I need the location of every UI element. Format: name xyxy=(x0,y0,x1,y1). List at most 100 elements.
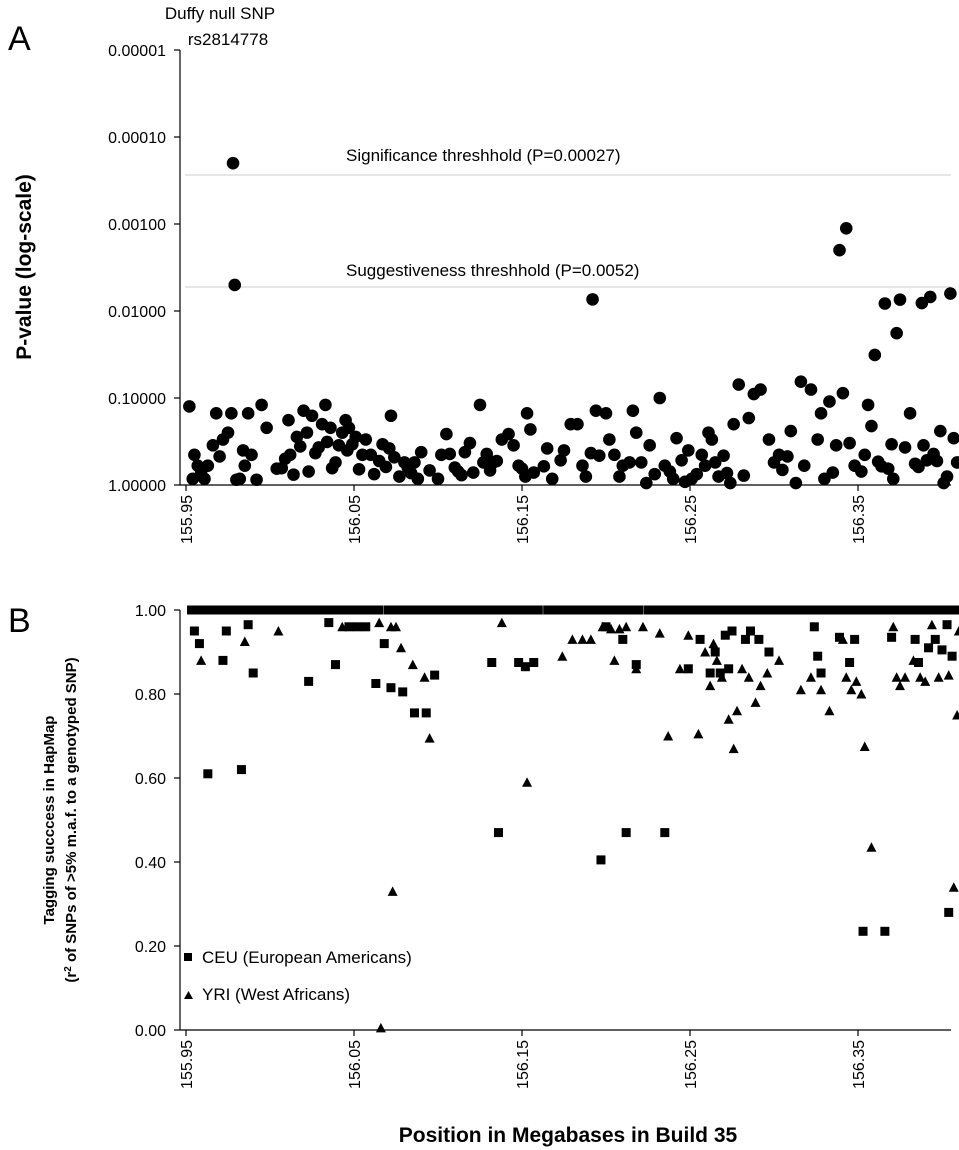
ceu-point xyxy=(379,639,389,649)
yri-point xyxy=(674,663,685,674)
yri-point xyxy=(805,672,816,682)
yri-point xyxy=(824,705,835,716)
data-point xyxy=(898,441,912,454)
ceu-point xyxy=(887,632,897,642)
ceu-point xyxy=(809,622,819,632)
ceu-point xyxy=(924,643,934,653)
data-point xyxy=(367,467,381,481)
data-point xyxy=(754,383,767,396)
ceu-point xyxy=(850,634,860,644)
data-point xyxy=(537,460,551,473)
yri-point xyxy=(755,680,766,691)
ceu-point xyxy=(913,658,923,667)
legend-yri-label: YRI (West Africans) xyxy=(202,985,350,1004)
data-point xyxy=(720,466,734,480)
data-point xyxy=(829,439,843,452)
data-point xyxy=(557,444,571,457)
data-point xyxy=(634,456,648,469)
yri-point xyxy=(387,886,398,896)
x-axis-title: Position in Megabases in Build 35 xyxy=(399,1124,738,1147)
data-point xyxy=(861,398,875,412)
ceu-point xyxy=(324,618,334,628)
data-point xyxy=(858,448,872,462)
data-point xyxy=(455,468,468,482)
data-point xyxy=(717,449,730,462)
ceu-point xyxy=(421,708,431,718)
y-tick-label: 0.01000 xyxy=(108,304,166,321)
ceu-point xyxy=(942,620,952,630)
data-point xyxy=(912,460,925,474)
data-point xyxy=(586,293,599,306)
data-point xyxy=(228,278,242,292)
data-point xyxy=(226,156,240,170)
yri-point xyxy=(908,655,919,665)
ceu-point xyxy=(845,658,855,667)
x-tick-label: 156.25 xyxy=(683,1040,700,1089)
data-point xyxy=(576,459,589,472)
yri-point xyxy=(637,621,648,632)
yri-point xyxy=(816,684,827,695)
data-point xyxy=(934,424,947,438)
r2-suffix: of SNPs of >5% m.a.f. to a genotyped SNP… xyxy=(63,657,80,966)
yri-point xyxy=(841,672,852,682)
data-point xyxy=(213,450,226,463)
data-point xyxy=(690,467,704,481)
data-point xyxy=(241,407,255,420)
yri-point xyxy=(723,714,734,724)
top-band-segment xyxy=(296,605,384,615)
panel-b-y-axis-title-line1: Tagging succcess in HapMap xyxy=(41,716,58,925)
data-point xyxy=(320,435,334,449)
ceu-point xyxy=(880,926,890,936)
data-point xyxy=(238,459,252,472)
duffy-snp-label-line1: Duffy null SNP xyxy=(165,4,275,23)
yri-point xyxy=(705,680,716,691)
data-point xyxy=(608,448,621,462)
ceu-point xyxy=(754,634,764,644)
data-point xyxy=(940,470,954,483)
data-point xyxy=(675,453,688,467)
data-point xyxy=(626,404,640,418)
y-tick-label: 1.00 xyxy=(135,603,166,620)
data-point xyxy=(282,413,295,427)
ceu-point xyxy=(710,647,720,657)
data-point xyxy=(886,472,900,486)
ceu-point xyxy=(705,668,715,678)
data-point xyxy=(784,424,798,438)
y-tick-label: 0.60 xyxy=(135,771,166,788)
ceu-point xyxy=(514,658,524,667)
yri-point xyxy=(606,623,617,634)
data-point xyxy=(839,221,853,235)
yri-point xyxy=(846,684,857,695)
legend-ceu-marker xyxy=(184,953,192,961)
yri-point xyxy=(631,663,642,674)
ceu-point xyxy=(745,626,755,636)
yri-point xyxy=(239,636,250,646)
x-tick-label: 156.25 xyxy=(683,495,700,544)
yri-point xyxy=(407,659,418,670)
yri-point xyxy=(609,655,620,665)
yri-point xyxy=(654,628,665,638)
data-point xyxy=(221,426,235,439)
yri-point xyxy=(567,634,578,644)
data-point xyxy=(260,421,273,435)
data-point xyxy=(188,448,201,462)
yri-point xyxy=(933,672,944,682)
data-point xyxy=(603,433,616,446)
ceu-point xyxy=(930,634,940,644)
ceu-point xyxy=(601,622,611,632)
yri-point xyxy=(895,680,905,691)
data-point xyxy=(342,421,356,435)
yri-point xyxy=(774,655,785,665)
panel-b-yri-points xyxy=(196,617,959,1033)
ceu-point xyxy=(221,626,231,636)
data-point xyxy=(893,293,907,306)
data-point xyxy=(524,423,537,436)
data-point xyxy=(520,407,534,420)
data-point xyxy=(836,386,850,400)
data-point xyxy=(794,375,808,389)
panel-a-y-axis-title: P-value (log-scale) xyxy=(13,174,36,360)
y-tick-label: 0.00001 xyxy=(108,43,166,60)
ceu-point xyxy=(398,687,408,697)
x-tick-label: 156.05 xyxy=(347,1040,364,1089)
yri-point xyxy=(577,634,588,644)
